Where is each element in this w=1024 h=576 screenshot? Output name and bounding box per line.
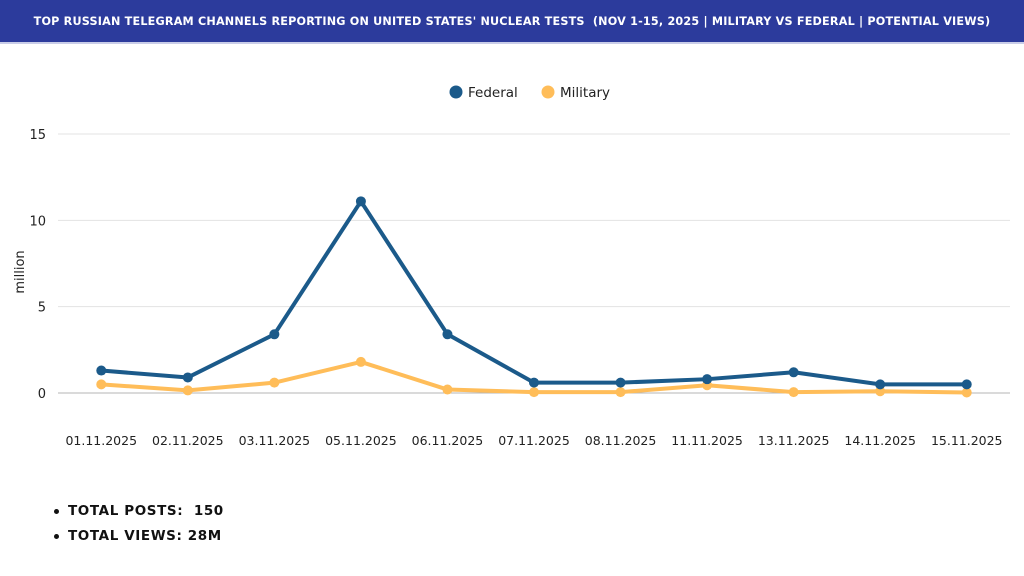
series-line-federal (101, 199, 967, 387)
data-point-military (96, 379, 107, 390)
data-point-federal (355, 196, 366, 207)
summary-item: TOTAL VIEWS: 28M (54, 528, 224, 544)
data-point-military (529, 387, 539, 398)
data-point-federal (269, 329, 280, 340)
y-tick-label: 0 (38, 387, 46, 402)
y-tick-label: 5 (38, 301, 46, 316)
x-tick-label: 06.11.2025 (412, 433, 484, 448)
bullet-icon (54, 508, 59, 514)
data-point-federal (442, 329, 453, 340)
data-point-military (961, 387, 972, 398)
y-tick-label: 10 (29, 214, 46, 229)
x-tick-label: 01.11.2025 (65, 433, 137, 448)
legend-marker-federal (449, 85, 463, 99)
chart-title: TOP RUSSIAN TELEGRAM CHANNELS REPORTING … (33, 14, 991, 28)
data-point-military (355, 356, 366, 367)
data-point-federal (961, 379, 972, 390)
data-point-military (269, 377, 280, 388)
bullet-icon (54, 533, 59, 539)
data-point-federal (875, 379, 886, 390)
y-axis-label: million (13, 250, 28, 293)
x-tick-label: 02.11.2025 (152, 433, 224, 448)
legend-label-federal: Federal (468, 85, 518, 101)
legend-marker-military (541, 85, 555, 99)
x-tick-label: 11.11.2025 (671, 433, 743, 448)
summary-list: TOTAL POSTS: 150 TOTAL VIEWS: 28M (54, 503, 224, 553)
data-point-federal (182, 372, 193, 383)
y-tick-label: 15 (29, 128, 46, 143)
x-tick-label: 07.11.2025 (498, 433, 570, 448)
data-point-federal (615, 377, 626, 388)
data-point-federal (96, 365, 107, 376)
x-tick-label: 08.11.2025 (585, 433, 657, 448)
x-tick-label: 13.11.2025 (758, 433, 830, 448)
data-point-military (788, 387, 799, 398)
chart-title-banner: TOP RUSSIAN TELEGRAM CHANNELS REPORTING … (0, 0, 1024, 44)
legend-label-military: Military (560, 85, 610, 101)
data-point-military (182, 385, 193, 396)
summary-item: TOTAL POSTS: 150 (54, 503, 224, 519)
x-tick-label: 14.11.2025 (844, 433, 916, 448)
data-point-federal (702, 374, 713, 385)
data-point-military (615, 387, 626, 398)
line-chart: 0 5 10 15 million 01.11.2025 02.11.2025 03.11.2… (13, 85, 1010, 448)
x-tick-label: 03.11.2025 (239, 433, 311, 448)
data-point-federal (788, 367, 799, 378)
data-point-military (442, 384, 453, 395)
x-tick-label: 15.11.2025 (931, 433, 1003, 448)
data-point-federal (529, 377, 539, 388)
data-point-military (875, 386, 886, 397)
x-tick-label: 05.11.2025 (325, 433, 397, 448)
